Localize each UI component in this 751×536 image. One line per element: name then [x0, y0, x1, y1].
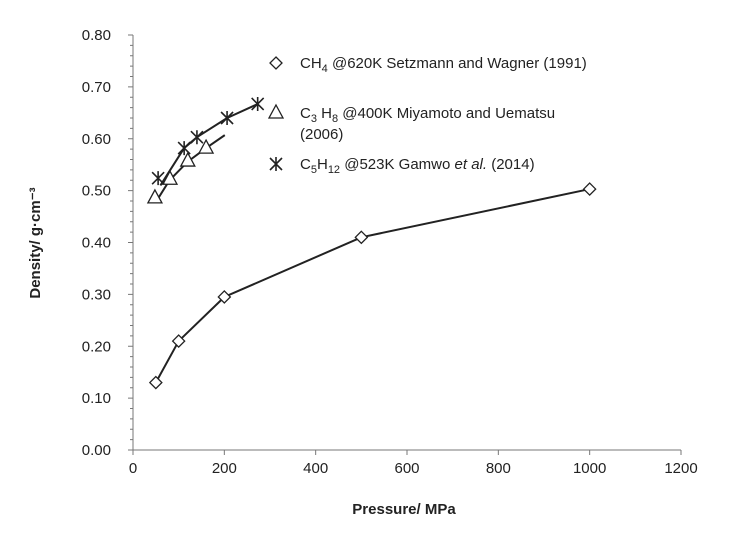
- data-point-c5h12: [177, 141, 191, 156]
- series-ch4: [148, 182, 597, 390]
- x-tick-label: 800: [486, 460, 511, 477]
- x-tick-label: 1200: [664, 460, 697, 477]
- y-tick-label: 0.20: [82, 338, 111, 355]
- x-tick-label: 600: [394, 460, 419, 477]
- y-tick-label: 0.60: [82, 131, 111, 148]
- data-point-ch4: [582, 182, 597, 196]
- x-tick-label: 0: [129, 460, 137, 477]
- trend-line-ch4: [154, 188, 590, 384]
- legend-marker-c3h8: [267, 103, 285, 119]
- trend-line-c3h8: [154, 134, 226, 203]
- data-point-c3h8: [179, 151, 196, 167]
- data-point-c5h12: [220, 111, 234, 125]
- series-c5h12: [151, 96, 265, 186]
- data-point-c3h8: [197, 138, 215, 154]
- legend-marker-ch4: [269, 56, 283, 70]
- legend: CH4 @620K Setzmann and Wagner (1991) C3 …: [267, 55, 587, 176]
- legend-marker-c5h12: [269, 157, 283, 171]
- data-point-c3h8: [146, 188, 164, 204]
- y-axis-label: Density/ g·cm⁻³: [27, 187, 44, 298]
- series-c3h8: [146, 134, 226, 204]
- legend-label-c3h8-line2: (2006): [300, 126, 343, 143]
- y-tick-label: 0.40: [82, 235, 111, 252]
- y-tick-label: 0.00: [82, 442, 111, 459]
- legend-label-c5h12: C5H12 @523K Gamwo et al. (2014): [300, 156, 535, 176]
- y-tick-label: 0.70: [82, 79, 111, 96]
- x-axis-label: Pressure/ MPa: [352, 501, 456, 518]
- data-point-ch4: [217, 290, 232, 304]
- x-tick-label: 1000: [573, 460, 606, 477]
- data-point-ch4: [171, 334, 186, 348]
- y-tick-label: 0.80: [82, 27, 111, 44]
- data-point-c5h12: [190, 130, 204, 145]
- legend-label-ch4: CH4 @620K Setzmann and Wagner (1991): [300, 55, 587, 75]
- y-tick-label: 0.50: [82, 183, 111, 200]
- y-tick-label: 0.10: [82, 390, 111, 407]
- y-tick-label: 0.30: [82, 286, 111, 303]
- x-tick-label: 200: [212, 460, 237, 477]
- data-point-ch4: [148, 375, 163, 390]
- data-point-c5h12: [151, 171, 165, 186]
- legend-label-c3h8: C3 H8 @400K Miyamoto and Uematsu: [300, 105, 555, 125]
- x-tick-label: 400: [303, 460, 328, 477]
- data-point-c5h12: [251, 96, 265, 111]
- data-point-ch4: [354, 230, 369, 245]
